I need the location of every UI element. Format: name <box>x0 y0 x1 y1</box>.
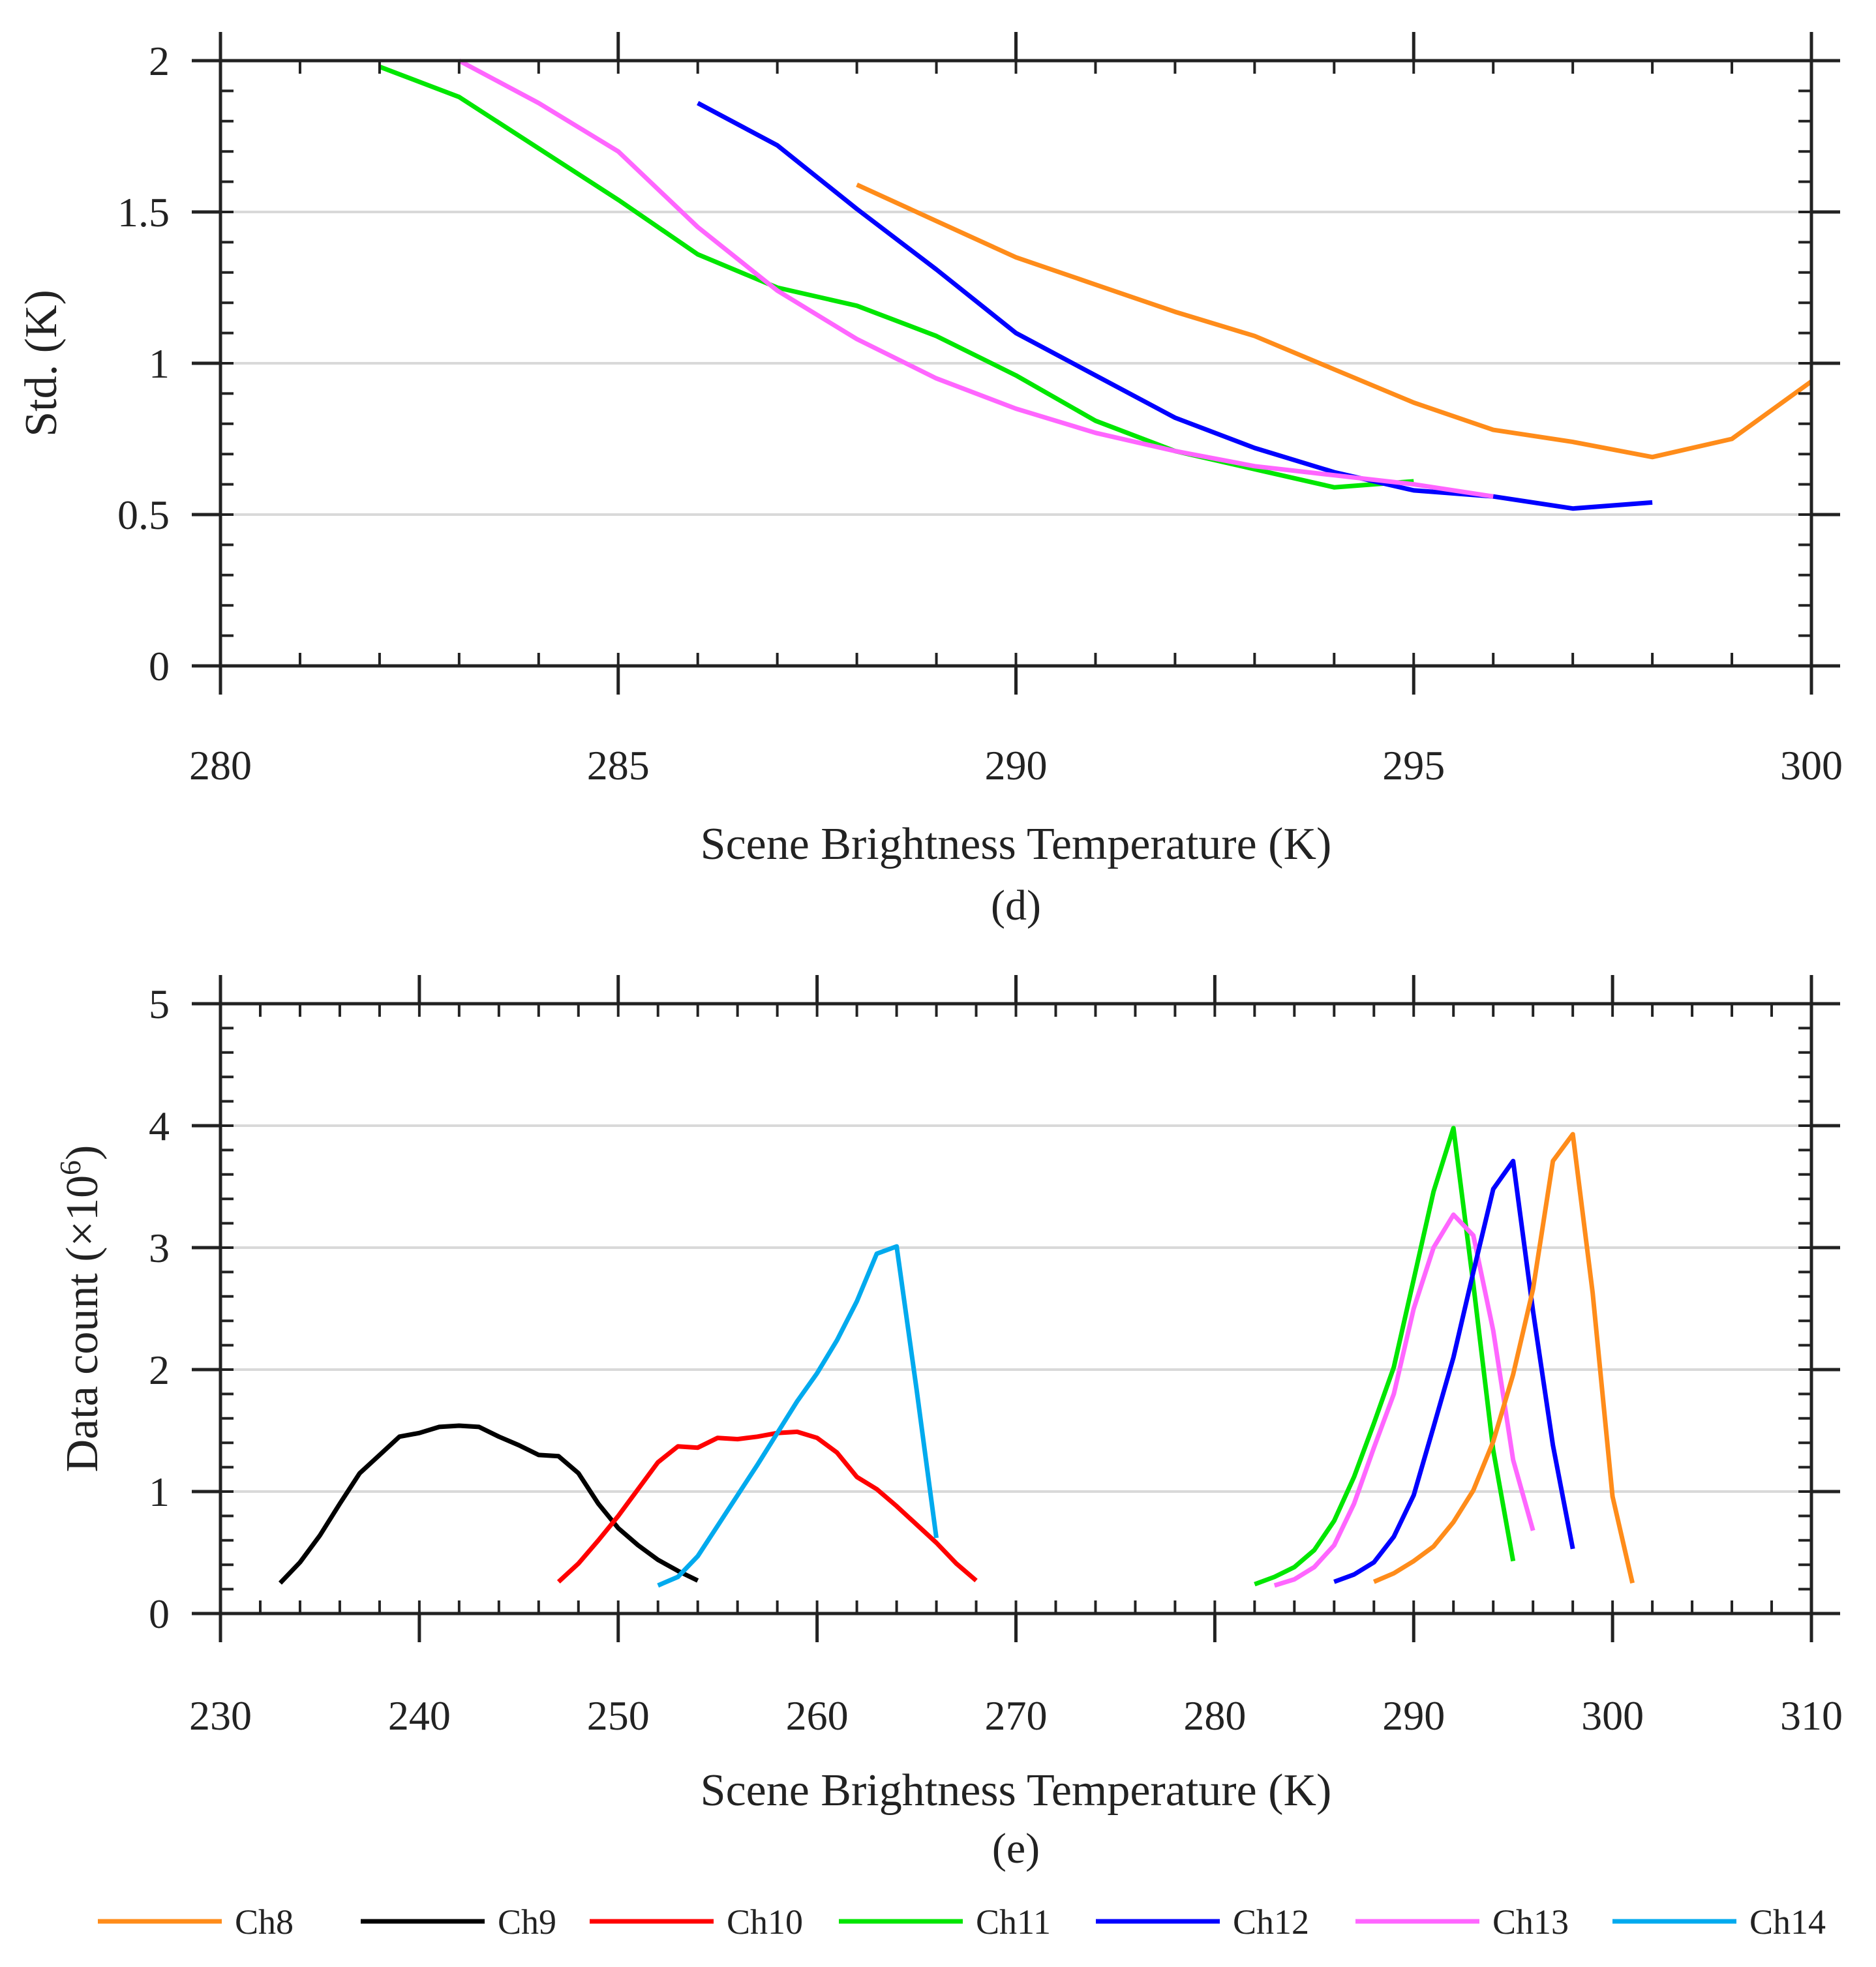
series-line-ch8-e <box>1372 1132 1635 1584</box>
y-axis-label-exponent: 6 <box>53 1160 87 1175</box>
legend-label-ch11: Ch11 <box>976 1902 1051 1942</box>
series-line-ch12-e <box>1333 1158 1575 1584</box>
x-tick-label-e: 270 <box>985 1692 1048 1739</box>
panel-e-data-count-chart: 230 240 250 260 270 280 290 300 310 0 1 2 3 4 5 Scene B… <box>53 975 1843 1872</box>
series-line-ch13-d <box>458 58 1494 499</box>
legend: Ch8 Ch9 Ch10 Ch11 Ch12 Ch13 Ch14 <box>98 1902 1826 1942</box>
x-tick-label-e: 250 <box>587 1692 650 1739</box>
y-tick-label-d: 1.5 <box>117 189 170 235</box>
series-line-ch14-e <box>657 1244 939 1588</box>
series-line-ch8-d <box>856 183 1813 460</box>
y-tick-label-d: 1 <box>149 340 170 387</box>
x-tick-label-e: 310 <box>1780 1692 1843 1739</box>
y-tick-label-d: 2 <box>149 38 170 84</box>
x-tick-label-e: 300 <box>1581 1692 1644 1739</box>
series-line-ch11-d <box>378 65 1414 490</box>
x-tick-label-d: 295 <box>1382 742 1445 788</box>
x-tick-label-d: 280 <box>189 742 252 788</box>
legend-label-ch13: Ch13 <box>1492 1902 1569 1942</box>
y-tick-label-e: 0 <box>149 1591 170 1637</box>
x-tick-label-d: 300 <box>1780 742 1843 788</box>
series-line-ch10-e <box>556 1429 978 1584</box>
legend-label-ch10: Ch10 <box>727 1902 803 1942</box>
series-line-ch12-d <box>697 100 1653 511</box>
y-tick-label-e: 5 <box>149 981 170 1027</box>
panel-d-std-chart: 280 285 290 295 300 0 0.5 1 1.5 2 Scene Brightness… <box>16 32 1843 929</box>
panel-label-d: (d) <box>991 882 1041 929</box>
y-axis-label-e: Data count (×106) <box>53 1145 108 1473</box>
legend-label-ch9: Ch9 <box>498 1902 556 1942</box>
legend-label-ch8: Ch8 <box>235 1902 294 1942</box>
series-line-ch9-e <box>278 1423 699 1585</box>
x-tick-label-e: 230 <box>189 1692 252 1739</box>
series-line-ch11-e <box>1254 1126 1516 1587</box>
x-tick-label-d: 285 <box>587 742 650 788</box>
y-axis-label-end: ) <box>57 1145 108 1160</box>
y-tick-label-e: 4 <box>149 1103 170 1149</box>
legend-label-ch14: Ch14 <box>1749 1902 1826 1942</box>
y-axis-label-d: Std. (K) <box>16 290 67 437</box>
y-tick-label-e: 1 <box>149 1469 170 1515</box>
legend-label-ch12: Ch12 <box>1233 1902 1309 1942</box>
y-tick-label-e: 3 <box>149 1225 170 1271</box>
x-axis-label-d: Scene Brightness Temperature (K) <box>701 819 1332 869</box>
x-tick-label-e: 280 <box>1183 1692 1246 1739</box>
panel-label-e: (e) <box>992 1825 1040 1872</box>
y-tick-label-d: 0 <box>149 643 170 689</box>
y-tick-label-d: 0.5 <box>117 492 170 538</box>
y-tick-label-e: 2 <box>149 1347 170 1393</box>
x-axis-label-e: Scene Brightness Temperature (K) <box>701 1765 1332 1816</box>
y-axis-label-main: Data count (×10 <box>57 1175 108 1472</box>
x-tick-label-e: 260 <box>786 1692 849 1739</box>
series-line-ch13-e <box>1273 1212 1536 1588</box>
axes-frame-e <box>219 1002 1813 1615</box>
x-tick-label-d: 290 <box>985 742 1048 788</box>
x-tick-label-e: 240 <box>388 1692 451 1739</box>
x-tick-label-e: 290 <box>1382 1692 1445 1739</box>
